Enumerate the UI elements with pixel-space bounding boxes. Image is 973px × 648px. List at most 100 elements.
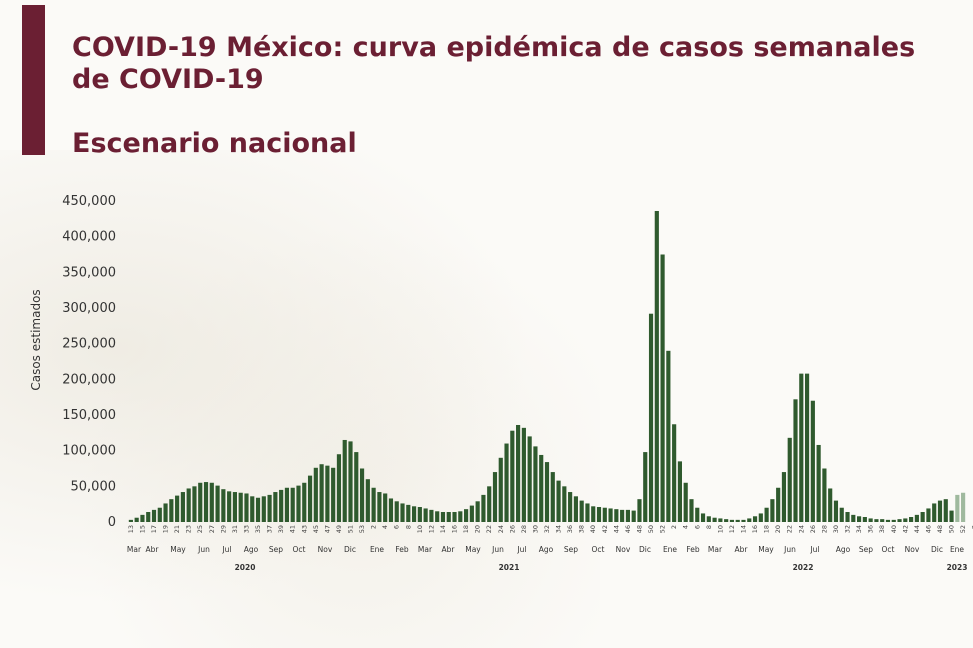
bar — [937, 500, 943, 522]
week-tick-label: 16 — [751, 525, 759, 533]
week-tick-label: 30 — [832, 525, 840, 533]
month-label: Ene — [370, 545, 384, 554]
week-tick-label: 51 — [347, 525, 355, 533]
bar — [770, 499, 775, 522]
bar — [562, 486, 567, 522]
bar — [828, 488, 833, 522]
bar — [209, 482, 214, 522]
bar — [741, 519, 746, 522]
bar — [700, 513, 706, 522]
bar — [666, 350, 671, 522]
bar — [539, 454, 544, 522]
y-tick-label: 100,000 — [62, 444, 116, 459]
bar — [718, 518, 723, 522]
bar — [359, 468, 365, 522]
bar — [914, 514, 919, 522]
x-axis: 13 15 17 19 21 23 25 27 29 31 33 35 37 39 41 43 45 47 49 51… — [127, 525, 973, 572]
bar — [504, 443, 509, 522]
bar — [799, 373, 804, 522]
bar — [787, 437, 792, 522]
month-label: Ago — [836, 545, 851, 554]
bar — [440, 512, 446, 522]
month-label: Dic — [931, 545, 943, 554]
bar — [157, 507, 162, 522]
week-tick-label: 40 — [890, 525, 898, 533]
bar — [215, 485, 220, 522]
bar — [654, 210, 659, 523]
bar — [394, 501, 399, 522]
bar — [833, 500, 839, 522]
bar — [677, 461, 682, 522]
bar — [146, 512, 151, 522]
month-label: Dic — [639, 545, 651, 554]
bar — [128, 519, 133, 522]
bar — [602, 507, 607, 522]
week-tick-label: 8 — [705, 525, 713, 529]
week-tick-label: 14 — [740, 525, 748, 533]
bar — [267, 494, 272, 522]
week-tick-label: 38 — [878, 525, 886, 533]
week-tick-label: 2 — [370, 525, 378, 529]
bar — [596, 507, 602, 522]
bar — [180, 492, 185, 522]
week-tick-label: 21 — [173, 525, 181, 533]
accent-bar — [22, 5, 45, 155]
bar — [672, 424, 677, 522]
month-label: Ago — [539, 545, 554, 554]
bar — [510, 430, 515, 522]
week-tick-label: 36 — [566, 525, 574, 533]
month-label: Abr — [442, 545, 456, 554]
week-tick-label: 12 — [427, 525, 435, 533]
week-tick-label: 28 — [520, 525, 528, 533]
bar — [764, 507, 769, 522]
bar — [516, 424, 521, 522]
bar — [169, 499, 174, 522]
month-label: Abr — [146, 545, 160, 554]
week-tick-label: 6 — [393, 525, 401, 529]
week-tick-label: 12 — [728, 525, 736, 533]
bar — [920, 512, 925, 522]
bar — [255, 497, 261, 522]
bar — [880, 519, 885, 522]
y-tick-label: 450,000 — [62, 194, 116, 209]
bar — [776, 487, 781, 522]
y-axis-label: Casos estimados — [29, 289, 43, 390]
bars — [128, 210, 966, 523]
week-tick-label: 16 — [451, 525, 459, 533]
bar — [579, 500, 584, 522]
month-label: Nov — [318, 545, 333, 554]
month-label: Feb — [395, 545, 409, 554]
bar — [198, 482, 203, 522]
week-tick-label: 33 — [242, 525, 250, 533]
week-tick-label: 13 — [127, 525, 135, 533]
week-tick-label: 43 — [300, 525, 308, 533]
bar — [250, 496, 255, 522]
y-tick-label: 350,000 — [62, 265, 116, 280]
month-label: Dic — [344, 545, 356, 554]
bar — [203, 482, 209, 522]
bar — [481, 494, 486, 522]
bar — [435, 511, 440, 522]
bar — [377, 492, 382, 522]
bar — [446, 512, 451, 522]
bar — [273, 492, 278, 522]
bar — [781, 472, 787, 522]
bar — [643, 452, 648, 522]
bar — [331, 467, 336, 522]
bar — [487, 486, 492, 522]
bar — [365, 479, 370, 522]
bar — [134, 517, 139, 522]
bar — [313, 467, 318, 522]
bar — [903, 518, 908, 522]
bar — [689, 499, 694, 522]
week-tick-label: 18 — [763, 525, 771, 533]
week-tick-label: 53 — [358, 525, 366, 533]
week-tick-label: 25 — [196, 525, 204, 533]
bar — [336, 454, 342, 522]
year-label: 2021 — [499, 563, 520, 572]
bar — [383, 493, 388, 522]
month-label: May — [170, 545, 186, 554]
bar — [885, 519, 891, 522]
bar — [371, 487, 376, 522]
